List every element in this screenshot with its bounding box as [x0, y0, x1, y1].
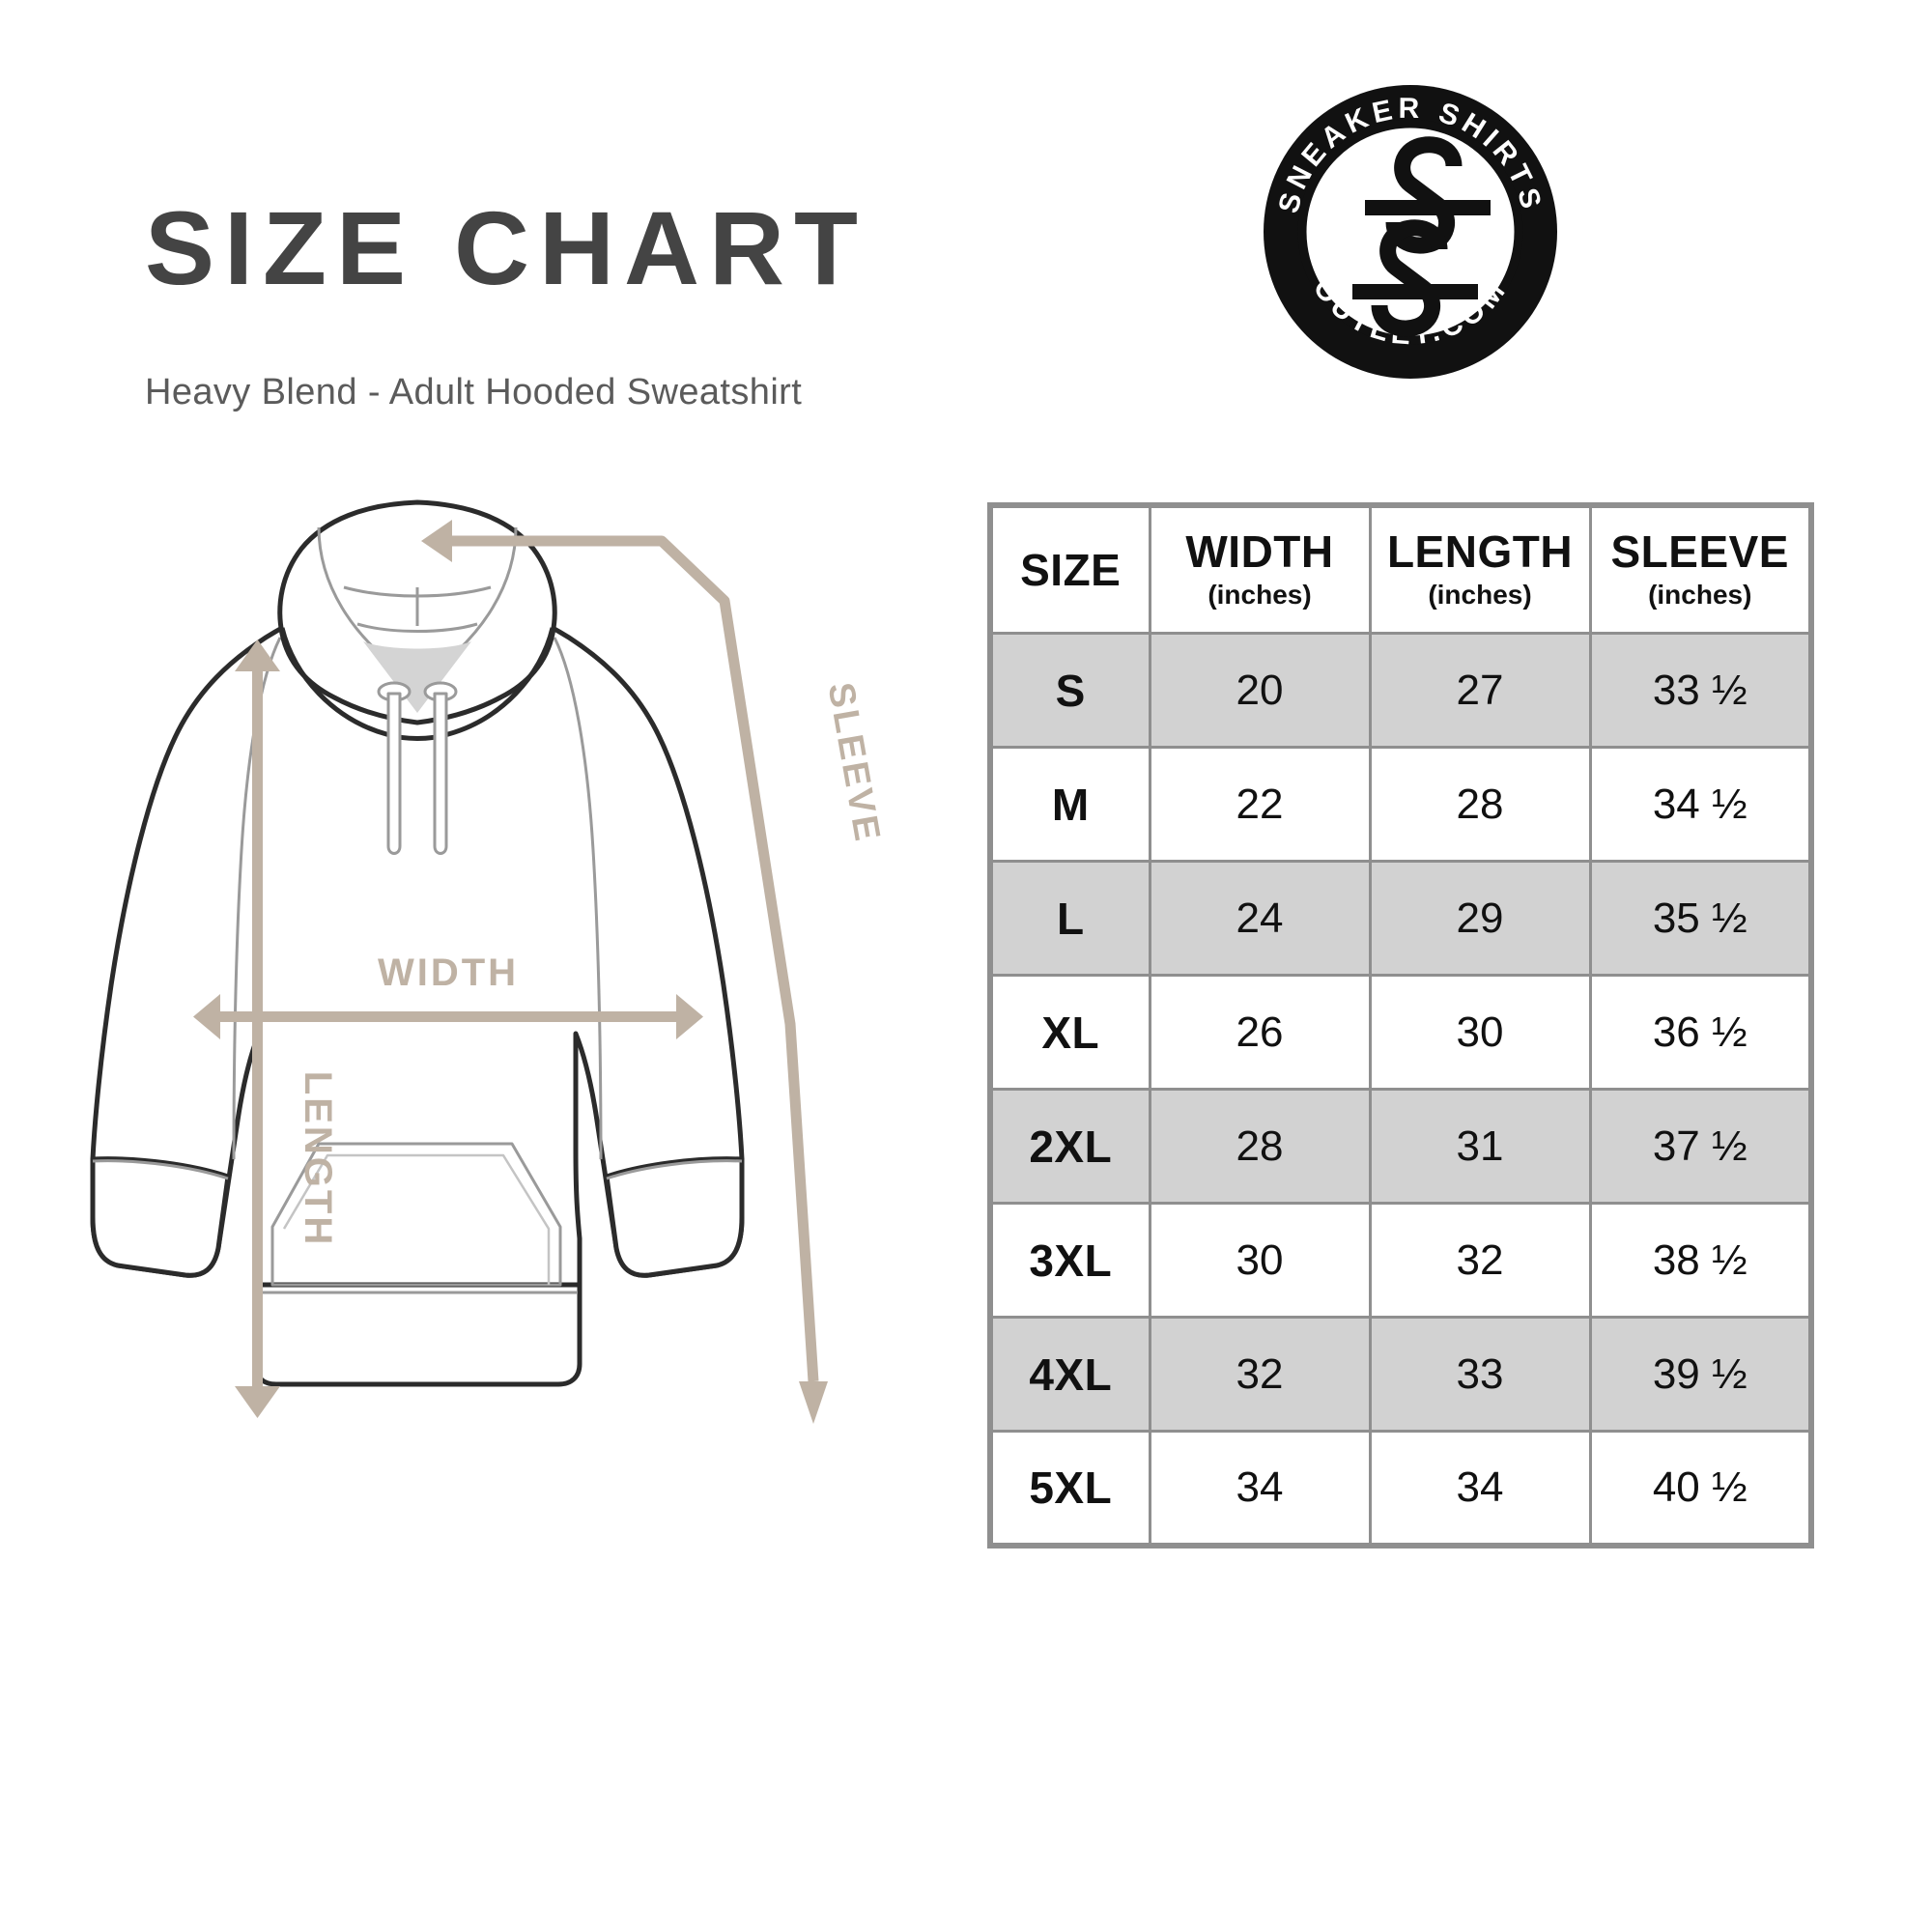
column-header-length: LENGTH (inches) [1368, 503, 1592, 635]
cell-sleeve: 40 ½ [1588, 1430, 1813, 1547]
width-label: WIDTH [378, 952, 519, 994]
hoodie-hood-casing-lower [356, 622, 478, 633]
cell-sleeve: 34 ½ [1588, 746, 1813, 863]
column-header-size-label: SIZE [1020, 544, 1122, 595]
table-row: 4XL 32 33 39 ½ [988, 1316, 1813, 1433]
cell-width: 32 [1148, 1316, 1372, 1433]
cell-size: 4XL [988, 1316, 1151, 1433]
hoodie-neck-opening [279, 627, 555, 741]
cell-sleeve: 35 ½ [1588, 860, 1813, 977]
hoodie-drawstring-left [386, 692, 402, 855]
table-row: 2XL 28 31 37 ½ [988, 1088, 1813, 1205]
column-header-width: WIDTH (inches) [1148, 503, 1372, 635]
cell-width: 28 [1148, 1088, 1372, 1205]
brand-logo: SNEAKER SHIRTS OUTLET.COM [1256, 77, 1565, 386]
title-block: SIZE CHART Heavy Blend - Adult Hooded Sw… [145, 193, 937, 413]
size-chart-table: SIZE WIDTH (inches) LENGTH (inches) SLEE… [987, 502, 1814, 1548]
table-row: S 20 27 33 ½ [988, 632, 1813, 749]
hoodie-drawstring-right [433, 692, 448, 855]
hoodie-left-cuff [90, 1156, 231, 1278]
cell-length: 28 [1368, 746, 1592, 863]
cell-length: 33 [1368, 1316, 1592, 1433]
hoodie-illustration: WIDTH LENGTH SLEEVE [58, 483, 985, 1642]
cell-length: 27 [1368, 632, 1592, 749]
cell-size: M [988, 746, 1151, 863]
cell-length: 29 [1368, 860, 1592, 977]
table-row: M 22 28 34 ½ [988, 746, 1813, 863]
length-measure-arrow [235, 639, 280, 1418]
hoodie-waistband [252, 1282, 582, 1387]
column-header-width-unit: (inches) [1208, 579, 1312, 610]
hoodie-kangaroo-pocket [270, 1142, 562, 1287]
cell-width: 22 [1148, 746, 1372, 863]
cell-width: 34 [1148, 1430, 1372, 1547]
column-header-length-unit: (inches) [1428, 579, 1532, 610]
cell-length: 31 [1368, 1088, 1592, 1205]
cell-size: S [988, 632, 1151, 749]
hoodie-left-cuff-seam [92, 1159, 229, 1180]
table-row: 3XL 30 32 38 ½ [988, 1202, 1813, 1319]
cell-size: 3XL [988, 1202, 1151, 1319]
column-header-length-label: LENGTH [1386, 526, 1574, 578]
size-table-container: SIZE WIDTH (inches) LENGTH (inches) SLEE… [987, 502, 1814, 1548]
logo-inner-ring [1297, 119, 1523, 345]
cell-width: 24 [1148, 860, 1372, 977]
page-title: SIZE CHART [145, 189, 867, 306]
size-table-body: S 20 27 33 ½ M 22 28 34 ½ L 24 29 35 ½ [988, 632, 1813, 1547]
column-header-sleeve-unit: (inches) [1648, 579, 1752, 610]
table-row: L 24 29 35 ½ [988, 860, 1813, 977]
cell-sleeve: 38 ½ [1588, 1202, 1813, 1319]
cell-length: 34 [1368, 1430, 1592, 1547]
cell-size: 5XL [988, 1430, 1151, 1547]
size-table-head: SIZE WIDTH (inches) LENGTH (inches) SLEE… [988, 503, 1813, 635]
cell-width: 26 [1148, 974, 1372, 1091]
cell-size: 2XL [988, 1088, 1151, 1205]
hoodie-right-shoulder-seam [553, 637, 603, 1160]
table-row: XL 26 30 36 ½ [988, 974, 1813, 1091]
cell-length: 30 [1368, 974, 1592, 1091]
hoodie-right-cuff [604, 1156, 745, 1278]
width-measure-arrow [193, 994, 703, 1039]
hoodie-garment [90, 499, 745, 1387]
cell-size: L [988, 860, 1151, 977]
cell-sleeve: 39 ½ [1588, 1316, 1813, 1433]
sleeve-measure-arrow [421, 520, 828, 1424]
column-header-width-label: WIDTH [1185, 526, 1334, 578]
cell-length: 32 [1368, 1202, 1592, 1319]
table-header-row: SIZE WIDTH (inches) LENGTH (inches) SLEE… [988, 503, 1813, 635]
cell-sleeve: 33 ½ [1588, 632, 1813, 749]
hoodie-hood-shadow [363, 641, 471, 713]
hoodie-right-cuff-seam [606, 1159, 743, 1180]
cell-width: 20 [1148, 632, 1372, 749]
logo-monogram [1352, 136, 1491, 337]
cell-size: XL [988, 974, 1151, 1091]
cell-width: 30 [1148, 1202, 1372, 1319]
column-header-sleeve-label: SLEEVE [1610, 526, 1789, 578]
cell-sleeve: 37 ½ [1588, 1088, 1813, 1205]
sleeve-label: SLEEVE [820, 680, 889, 847]
hoodie-left-shoulder-seam [232, 637, 282, 1160]
length-label: LENGTH [297, 1071, 339, 1247]
cell-sleeve: 36 ½ [1588, 974, 1813, 1091]
table-row: 5XL 34 34 40 ½ [988, 1430, 1813, 1547]
column-header-sleeve: SLEEVE (inches) [1588, 503, 1813, 635]
hoodie-kangaroo-pocket-inner [282, 1153, 551, 1285]
column-header-size: SIZE [988, 503, 1151, 635]
page-subtitle: Heavy Blend - Adult Hooded Sweatshirt [145, 372, 803, 413]
